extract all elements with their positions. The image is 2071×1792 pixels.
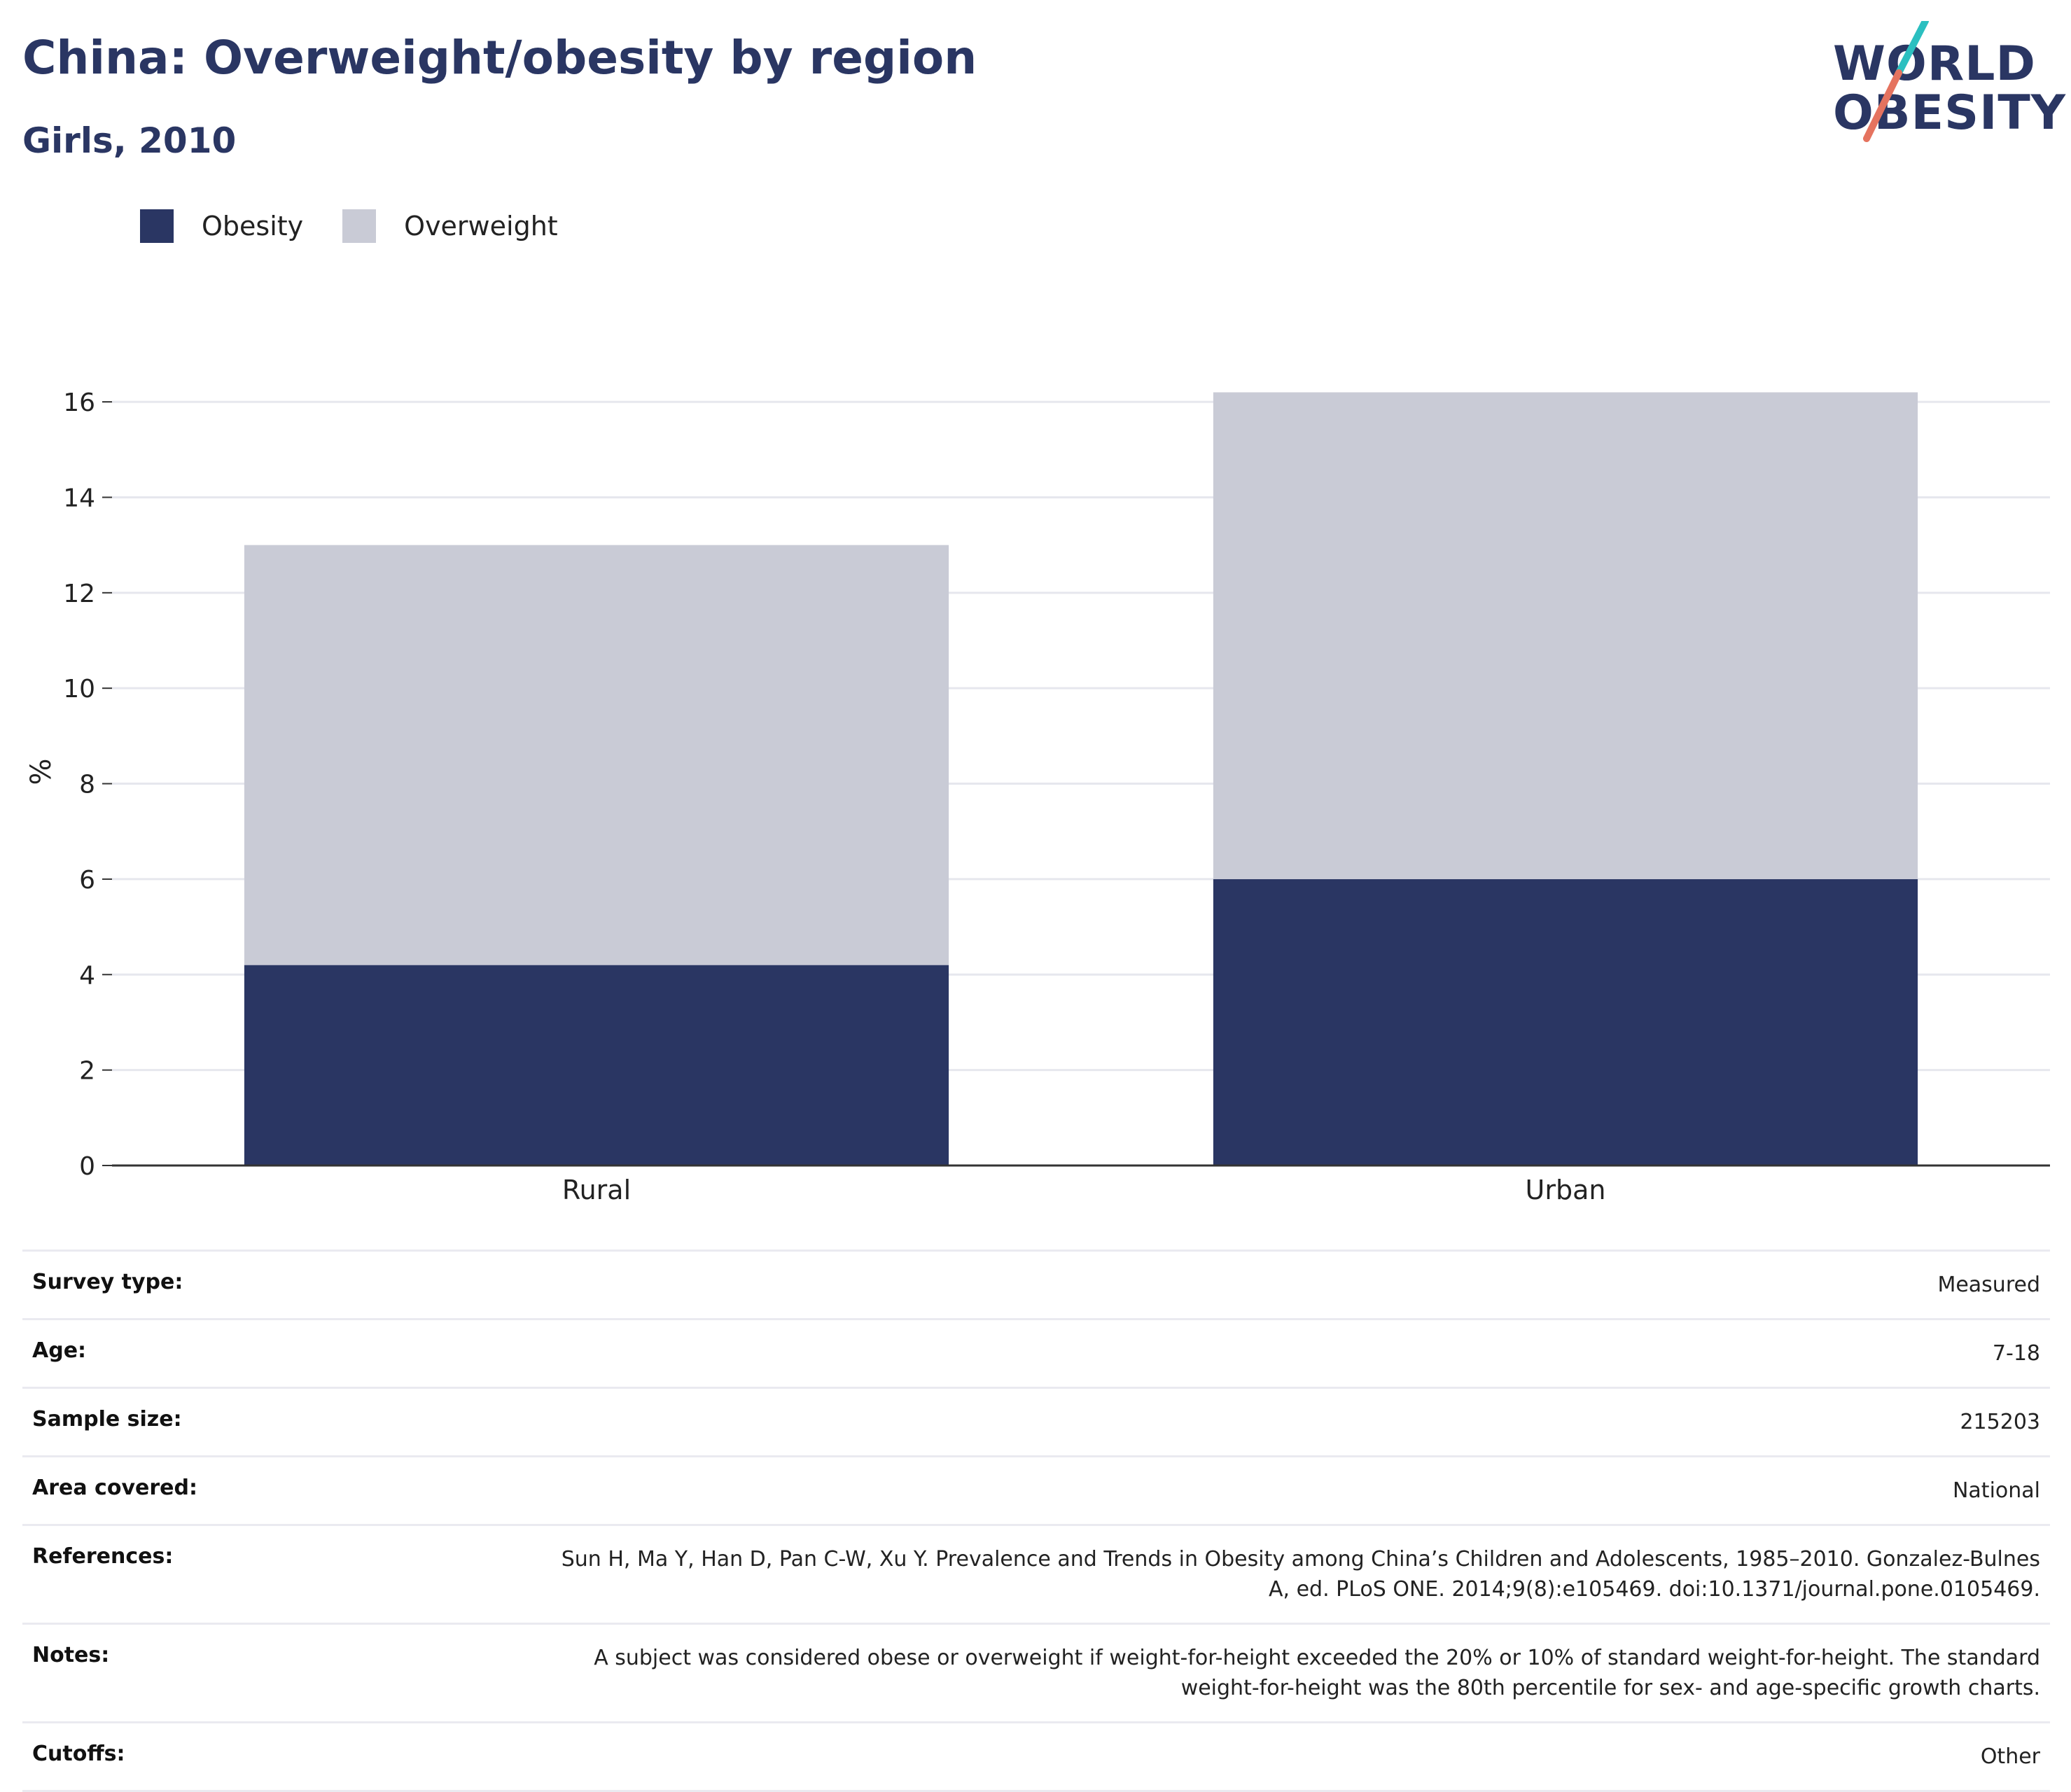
y-tick-label: 10 xyxy=(63,675,95,704)
y-tick-label: 6 xyxy=(79,866,95,895)
info-label: Sample size: xyxy=(32,1407,182,1432)
chart-legend: Obesity Overweight xyxy=(140,209,597,244)
logo-slash-icon xyxy=(1863,21,1929,142)
info-row-area-covered: Area covered: National xyxy=(22,1456,2050,1525)
info-label: Survey type: xyxy=(32,1270,183,1294)
y-axis-label: % xyxy=(25,758,57,785)
info-value: Measured xyxy=(1937,1273,2040,1297)
bar-obesity-urban xyxy=(1213,878,1918,1166)
info-label: References: xyxy=(32,1544,174,1569)
legend-swatch-obesity xyxy=(140,209,174,243)
bar-overweight-urban xyxy=(1213,392,1918,879)
x-tick-label: Rural xyxy=(562,1175,631,1205)
legend-swatch-overweight xyxy=(342,209,377,243)
y-tick-label: 4 xyxy=(79,961,95,990)
y-tick-label: 0 xyxy=(79,1152,95,1181)
legend-label-overweight: Overweight xyxy=(404,211,558,241)
logo-slash-teal xyxy=(1895,21,1929,76)
info-row-cutoffs: Cutoffs: Other xyxy=(22,1722,2050,1791)
page-title: China: Overweight/obesity by region xyxy=(22,31,977,85)
info-row-age: Age: 7-18 xyxy=(22,1319,2050,1388)
info-row-sample-size: Sample size: 215203 xyxy=(22,1387,2050,1457)
survey-info-table: Survey type: Measured Age: 7-18 Sample s… xyxy=(22,1250,2050,1792)
y-tick-label: 16 xyxy=(63,388,95,417)
info-label: Age: xyxy=(32,1338,87,1363)
y-tick-label: 2 xyxy=(79,1057,95,1086)
logo-slash-coral xyxy=(1863,69,1902,142)
info-label: Cutoffs: xyxy=(32,1742,125,1766)
info-value: Other xyxy=(1980,1744,2040,1769)
info-row-references: References: Sun H, Ma Y, Han D, Pan C-W,… xyxy=(22,1525,2050,1624)
info-row-notes: Notes: A subject was considered obese or… xyxy=(22,1623,2050,1723)
info-value: Sun H, Ma Y, Han D, Pan C-W, Xu Y. Preva… xyxy=(561,1547,2040,1602)
bar-overweight-rural xyxy=(244,545,949,965)
info-value: National xyxy=(1952,1478,2040,1503)
y-tick-label: 8 xyxy=(79,771,95,799)
page-subtitle: Girls, 2010 xyxy=(22,120,237,161)
y-tick-label: 14 xyxy=(63,484,95,512)
legend-label-obesity: Obesity xyxy=(202,211,304,241)
legend-item-overweight[interactable]: Overweight xyxy=(342,209,558,243)
info-label: Notes: xyxy=(32,1643,110,1667)
x-tick-label: Urban xyxy=(1526,1175,1606,1205)
info-label: Area covered: xyxy=(32,1476,197,1500)
logo-line-1: WORLD xyxy=(1833,36,2036,92)
world-obesity-logo: WORLD OBESITY xyxy=(1820,21,2065,147)
y-tick-label: 12 xyxy=(63,580,95,608)
bar-obesity-rural xyxy=(244,965,949,1166)
stacked-bar-chart: 0 2 4 6 8 10 12 14 16% Rural Urban xyxy=(25,388,2050,1205)
info-value: 215203 xyxy=(1960,1410,2040,1434)
info-row-survey-type: Survey type: Measured xyxy=(22,1250,2050,1320)
info-value: A subject was considered obese or overwe… xyxy=(594,1646,2040,1700)
legend-item-obesity[interactable]: Obesity xyxy=(140,209,303,243)
info-value: 7-18 xyxy=(1992,1341,2040,1366)
